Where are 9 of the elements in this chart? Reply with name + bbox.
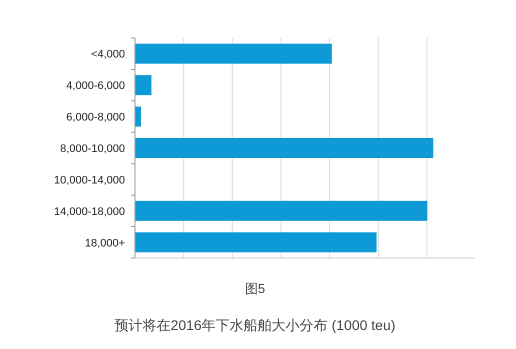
y-tick-label: 18,000+ xyxy=(84,237,125,250)
y-tick-label: <4,000 xyxy=(91,48,125,61)
y-tick-label: 14,000-18,000 xyxy=(54,206,125,218)
caption: 图5 xyxy=(244,281,266,296)
y-tick-label: 6,000-8,000 xyxy=(66,112,125,124)
y-tick-label: 8,000-10,000 xyxy=(60,143,125,155)
y-tick-label: 4,000-6,000 xyxy=(66,80,125,92)
text: 预计将在2016年下水船舶大小分布 (1000 teu) xyxy=(114,317,396,333)
y-tick-label: 10,000-14,000 xyxy=(54,174,125,186)
